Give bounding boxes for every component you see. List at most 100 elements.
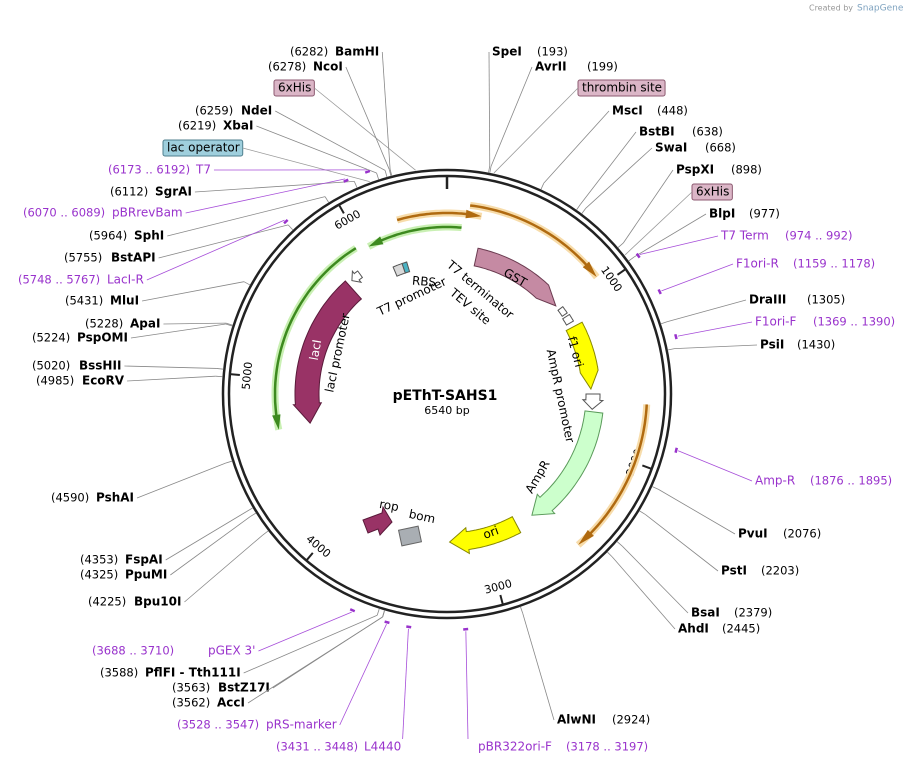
site-position: (898) xyxy=(731,163,762,177)
credit-brand: SnapGene xyxy=(857,4,904,14)
site-name: BstBI xyxy=(639,125,675,139)
site-tick xyxy=(226,461,233,463)
site-tick xyxy=(263,531,269,535)
site-leader xyxy=(166,511,247,560)
site-name: XbaI xyxy=(223,119,253,133)
site-position: (2379) xyxy=(734,606,772,620)
credit-prefix: Created by xyxy=(809,4,853,13)
site-name: FspAI xyxy=(125,553,163,567)
site-name: F1ori-F xyxy=(755,315,796,329)
tag-label: 6xHis xyxy=(696,185,729,199)
site-position: (3528 .. 3547) xyxy=(177,718,259,732)
site-tick xyxy=(247,508,253,512)
site-position: (448) xyxy=(657,104,688,118)
site-position: (3431 .. 3448) xyxy=(276,740,358,754)
map-title: pEThT-SAHS1 xyxy=(393,388,498,404)
site-position: (974 .. 992) xyxy=(785,229,853,243)
site-position: (638) xyxy=(692,125,723,139)
feature-label: rop xyxy=(378,497,400,514)
site-name: Amp-R xyxy=(755,474,795,488)
site-tick xyxy=(383,610,385,617)
site-tick xyxy=(377,173,379,180)
site-name: SphI xyxy=(134,229,164,243)
site-position: (6219) xyxy=(178,119,216,133)
map-length: 6540 bp xyxy=(424,404,469,417)
site-name: AvrII xyxy=(535,60,567,74)
site-tick xyxy=(216,376,223,377)
site-name: BstAPI xyxy=(111,251,156,265)
ruler-label: 5000 xyxy=(240,361,255,390)
site-name: BstZ17I xyxy=(218,681,270,695)
site-name: PspXI xyxy=(676,163,714,177)
site-position: (5224) xyxy=(32,331,70,345)
feature-label: bom xyxy=(408,507,437,526)
site-position: (4985) xyxy=(36,374,74,388)
site-tick xyxy=(617,541,622,546)
site-name: PflFI - Tth111I xyxy=(145,666,241,680)
site-position: (4590) xyxy=(51,491,89,505)
feature-laci-promoter xyxy=(352,271,363,282)
site-tick xyxy=(661,322,668,324)
ruler-tick xyxy=(230,374,240,375)
site-name: MluI xyxy=(110,294,139,308)
site-leader xyxy=(248,617,383,703)
site-name: PvuI xyxy=(738,527,768,541)
site-position: (6070 .. 6089) xyxy=(23,206,105,220)
primer-mark xyxy=(675,334,676,339)
site-position: (977) xyxy=(749,207,780,221)
site-tick xyxy=(576,204,580,210)
site-leader xyxy=(634,214,706,257)
site-name: F1ori-R xyxy=(736,257,779,271)
site-leader xyxy=(184,535,262,602)
site-name: PpuMI xyxy=(125,568,167,582)
site-name: AlwNI xyxy=(557,713,596,727)
site-leader xyxy=(658,489,735,534)
site-position: (6282) xyxy=(290,45,328,59)
site-position: (193) xyxy=(537,45,568,59)
site-tick xyxy=(244,282,250,285)
site-position: (6112) xyxy=(110,185,148,199)
site-name: EcoRV xyxy=(82,374,125,388)
site-tick xyxy=(629,257,635,261)
site-tick xyxy=(607,552,612,557)
site-position: (6259) xyxy=(195,104,233,118)
site-leader xyxy=(661,264,733,291)
site-position: (1369 .. 1390) xyxy=(813,315,895,329)
site-leader xyxy=(403,629,409,739)
site-leader xyxy=(346,67,389,169)
site-name: PspOMI xyxy=(77,331,128,345)
site-tick xyxy=(639,511,645,515)
site-position: (2076) xyxy=(783,527,821,541)
site-name: AccI xyxy=(217,696,245,710)
site-name: pRS-marker xyxy=(266,718,337,732)
site-position: (5964) xyxy=(89,229,127,243)
ruler-tick xyxy=(339,205,344,214)
primer-mark xyxy=(406,626,411,627)
primer-mark xyxy=(385,622,390,623)
ruler-label: 1000 xyxy=(598,264,625,294)
ruler-label: 4000 xyxy=(303,532,333,560)
site-position: (5228) xyxy=(85,317,123,331)
tag-label: lac operator xyxy=(167,141,240,155)
site-leader xyxy=(675,345,757,349)
tag-label: 6xHis xyxy=(278,81,311,95)
site-position: (4225) xyxy=(88,595,126,609)
tag-leader xyxy=(625,192,692,255)
site-position: (3178 .. 3197) xyxy=(566,740,648,754)
site-name: PstI xyxy=(721,564,747,578)
site-name: LacI-R xyxy=(107,273,144,287)
site-leader xyxy=(667,300,746,322)
feature-label: RBS xyxy=(411,273,436,289)
site-name: BsaI xyxy=(691,606,720,620)
ruler-tick xyxy=(500,595,503,605)
site-position: (1876 .. 1895) xyxy=(810,474,892,488)
ruler-label: 6000 xyxy=(332,207,363,232)
site-name: NdeI xyxy=(241,104,272,118)
site-tick xyxy=(582,208,586,214)
site-name: Bpu10I xyxy=(134,595,181,609)
site-name: NcoI xyxy=(313,60,343,74)
site-tick xyxy=(216,368,223,369)
site-name: T7 Term xyxy=(720,229,769,243)
site-position: (4353) xyxy=(80,553,118,567)
site-name: BamHI xyxy=(335,45,379,59)
